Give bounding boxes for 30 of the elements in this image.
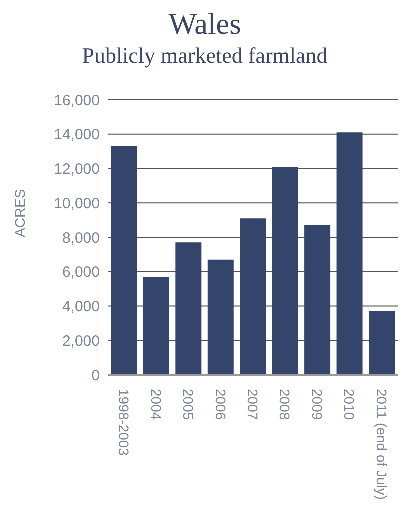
bar [143,277,170,375]
chart-title: Wales [168,8,242,42]
x-tick-label: 1998-2003 [116,389,132,456]
x-tick-label: 2008 [277,389,294,420]
x-tick-label: 2005 [180,389,197,420]
y-tick-label: 6,000 [62,264,100,282]
bar [240,218,266,375]
x-tick-label: 2004 [148,389,164,420]
bar [272,167,298,375]
x-tick-label: 2006 [212,389,229,420]
y-tick-label: 8,000 [62,230,100,247]
chart-subtitle: Publicly marketed farmland [81,42,329,70]
y-axis-title: ACRES [12,189,28,238]
x-tick-label: 2009 [309,389,326,420]
y-tick-label: 14,000 [54,126,100,144]
x-tick-label: 2007 [245,389,261,420]
bar [208,260,234,375]
bar [304,225,331,375]
y-tick-label: 2,000 [62,332,100,350]
y-tick-label: 0 [92,367,100,384]
y-tick-label: 10,000 [54,195,100,212]
x-tick-label: 2010 [342,389,358,420]
y-tick-label: 4,000 [62,298,100,316]
y-tick-label: 16,000 [54,92,100,110]
x-tick-label: 2011 (end of July) [374,389,390,500]
y-tick-label: 12,000 [54,161,100,178]
bar [336,132,363,375]
bar [111,146,138,375]
bar [369,311,395,375]
bar [176,242,202,375]
